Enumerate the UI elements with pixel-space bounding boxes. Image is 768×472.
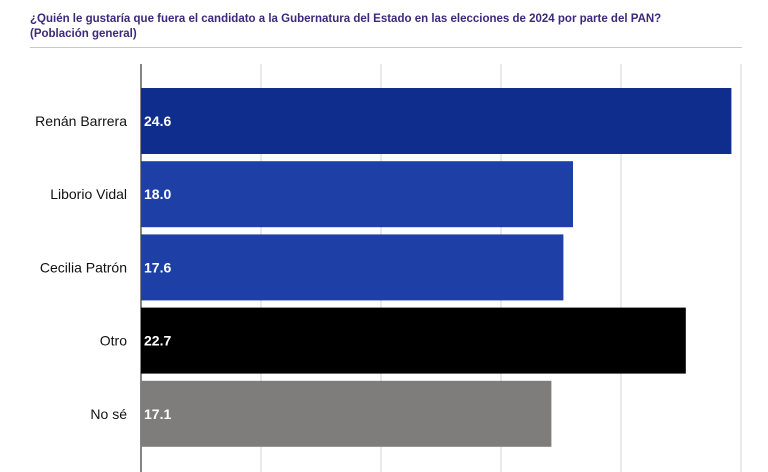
chart-title: ¿Quién le gustaría que fuera el candidat… (30, 13, 662, 25)
chart-labels: Renán Barrera 24.6 Liborio Vidal 18.0 Cecili… (35, 113, 171, 422)
bar (141, 234, 564, 301)
bar (141, 88, 732, 154)
data-label: 17.1 (144, 406, 171, 422)
category-label: Liborio Vidal (50, 186, 127, 202)
chart-title-block: ¿Quién le gustaría que fuera el candidat… (30, 12, 750, 42)
chart-subtitle: (Población general) (30, 28, 137, 40)
category-label: Cecilia Patrón (40, 259, 127, 275)
data-label: 24.6 (144, 113, 171, 129)
bar (141, 161, 573, 228)
category-label: No sé (90, 406, 127, 422)
chart-bars (141, 88, 732, 447)
title-divider (30, 47, 742, 48)
data-label: 17.6 (144, 259, 171, 275)
bar (141, 307, 686, 374)
category-label: Otro (100, 333, 127, 349)
category-label: Renán Barrera (35, 113, 127, 129)
data-label: 18.0 (144, 186, 171, 202)
bar (141, 380, 552, 447)
data-label: 22.7 (144, 333, 171, 349)
